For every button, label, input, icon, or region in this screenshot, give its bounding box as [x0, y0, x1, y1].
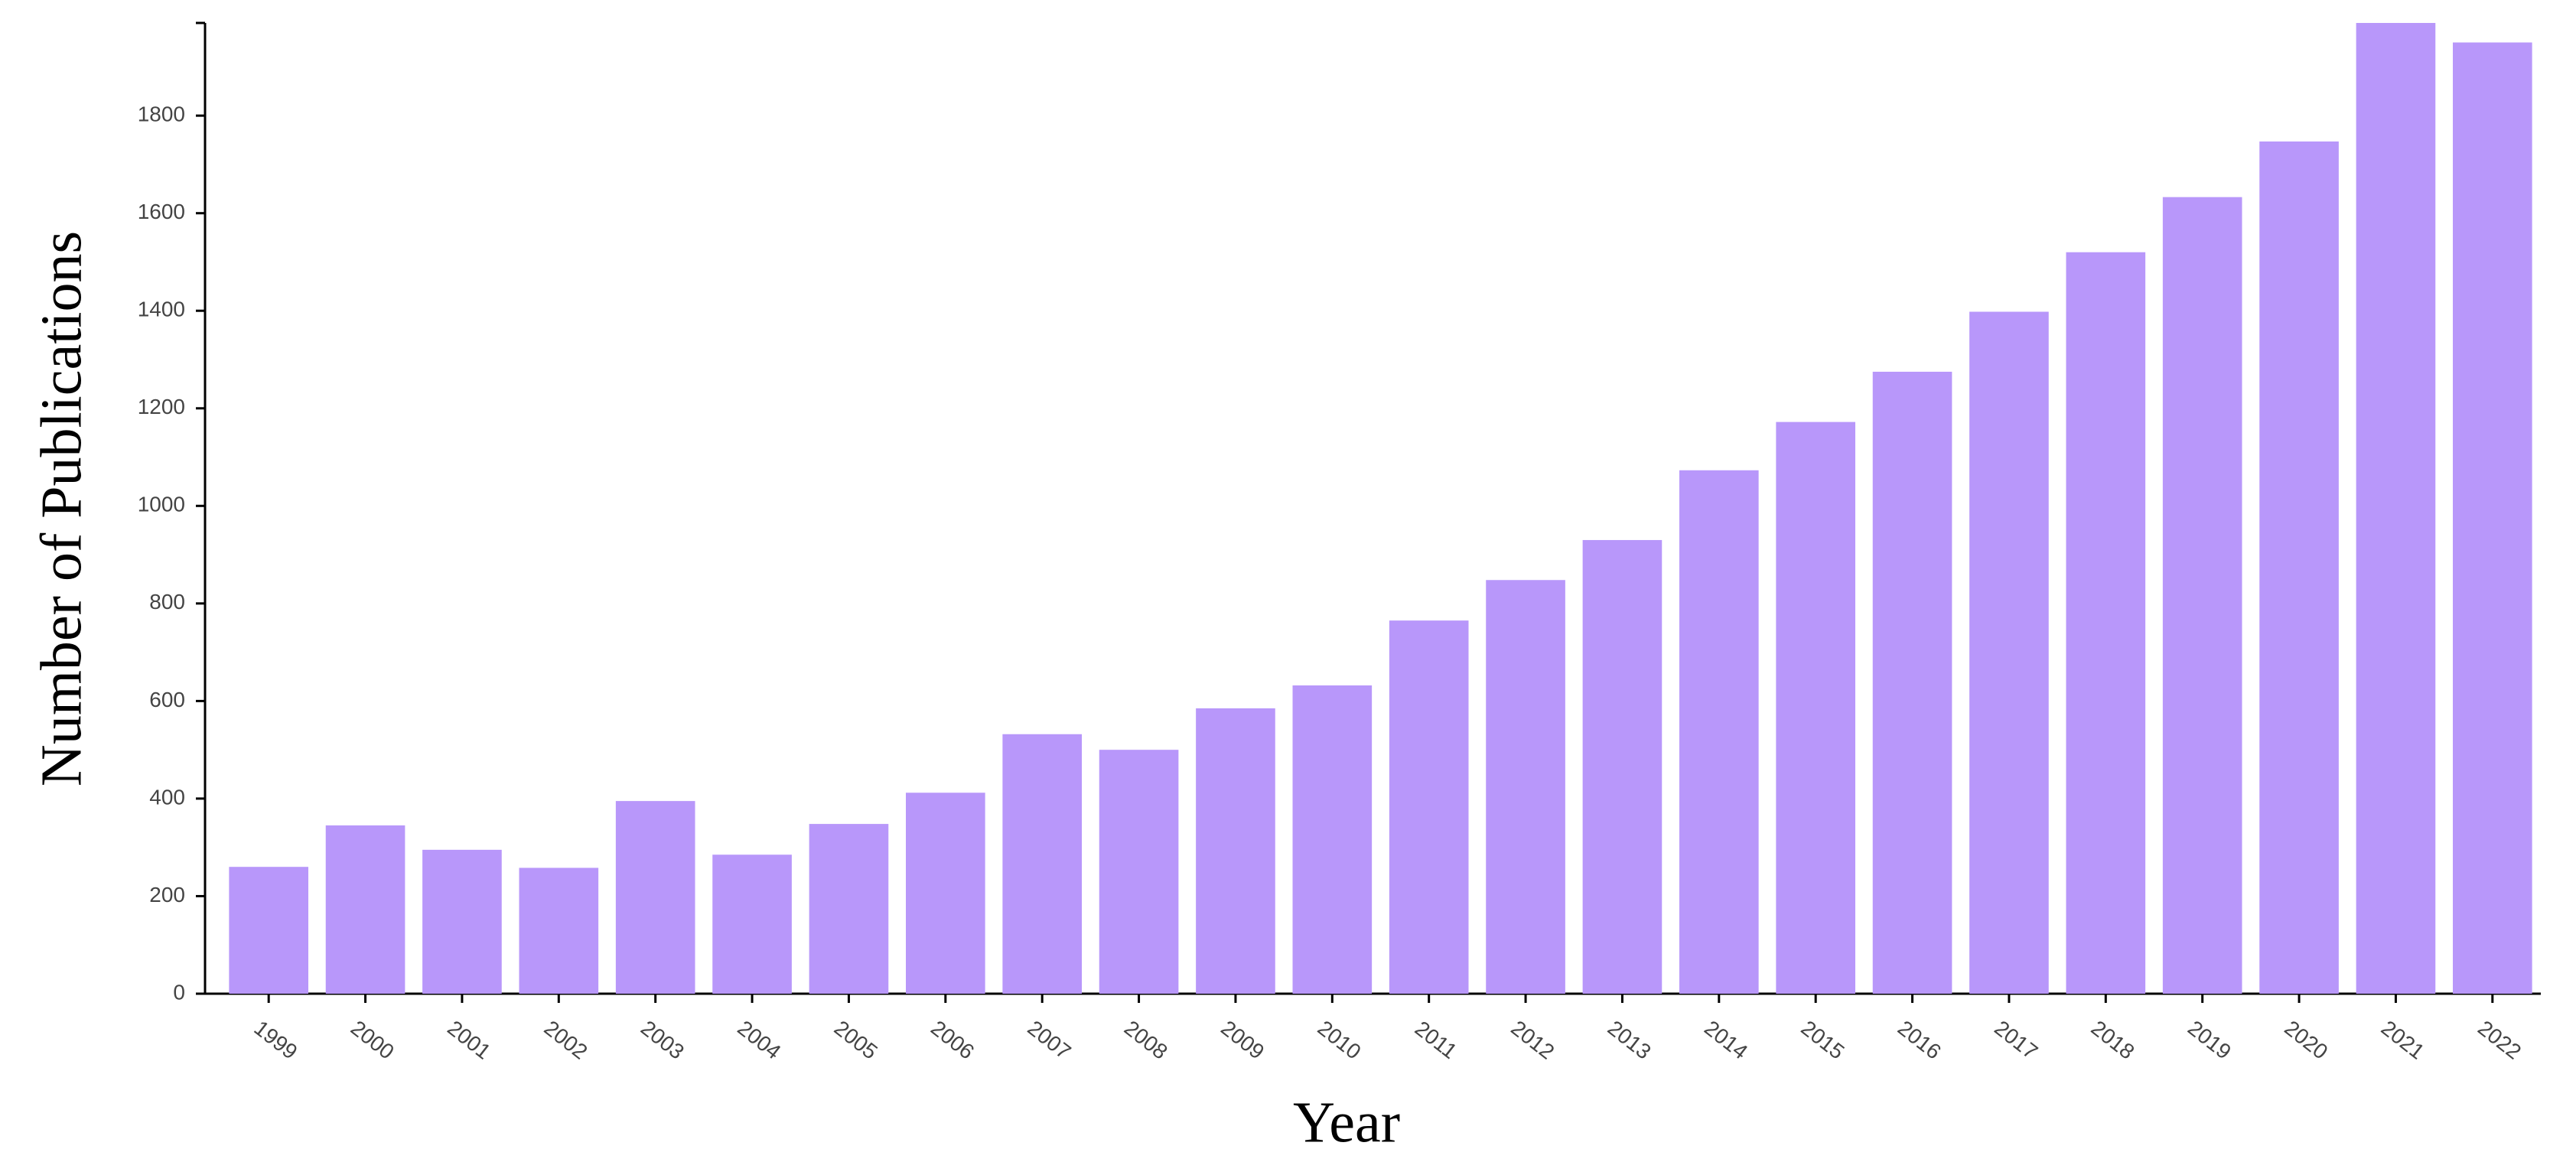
- bar: [2162, 197, 2242, 994]
- x-tick-label: 2006: [927, 1016, 979, 1064]
- x-axis-title: Year: [1293, 1090, 1400, 1154]
- x-tick-label: 2017: [1990, 1016, 2042, 1064]
- x-tick-label: 2002: [540, 1016, 592, 1064]
- x-tick-label: 2005: [830, 1016, 882, 1064]
- y-tick-label: 0: [173, 980, 185, 1004]
- x-tick-label: 2018: [2087, 1016, 2139, 1064]
- y-tick-label: 1600: [138, 200, 185, 223]
- x-tick-label: 2019: [2184, 1016, 2236, 1064]
- x-tick-label: 2010: [1314, 1016, 1366, 1064]
- bar: [1486, 580, 1565, 994]
- x-tick-label: 2008: [1120, 1016, 1172, 1064]
- bar: [1969, 311, 2049, 994]
- bar: [1002, 734, 1083, 994]
- bar: [422, 849, 502, 994]
- x-tick-label: 2001: [443, 1016, 495, 1064]
- bar: [1582, 539, 1663, 994]
- bar: [905, 793, 985, 994]
- y-axis-title: Number of Publications: [29, 231, 93, 786]
- x-tick-label: 2015: [1796, 1016, 1848, 1064]
- y-tick-label: 400: [149, 785, 185, 809]
- y-tick-label: 1800: [138, 103, 185, 126]
- y-tick-label: 1400: [138, 298, 185, 321]
- bar: [712, 854, 792, 994]
- bar: [1872, 371, 1952, 994]
- bar: [2066, 252, 2146, 994]
- bar: [2259, 141, 2339, 994]
- bar: [1679, 470, 1759, 994]
- bar: [1389, 620, 1469, 994]
- bar: [615, 801, 695, 994]
- x-tick-label: 2014: [1700, 1016, 1752, 1064]
- x-tick-label: 2003: [637, 1016, 689, 1064]
- y-tick-label: 1200: [138, 395, 185, 418]
- x-tick-label: 2000: [347, 1016, 399, 1064]
- bar: [1196, 708, 1275, 994]
- x-tick-label: 2022: [2473, 1016, 2526, 1064]
- bar: [1099, 750, 1179, 994]
- bar: [1776, 422, 1856, 994]
- bar: [325, 825, 405, 994]
- x-tick-label: 2020: [2280, 1016, 2332, 1064]
- x-tick-label: 2021: [2377, 1016, 2429, 1064]
- x-tick-label: 2007: [1023, 1016, 1075, 1064]
- bar: [809, 824, 889, 994]
- y-tick-label: 800: [149, 590, 185, 614]
- y-tick-label: 1000: [138, 493, 185, 516]
- x-tick-label: 2016: [1894, 1016, 1946, 1064]
- x-tick-label: 2013: [1604, 1016, 1656, 1064]
- bar: [2356, 23, 2436, 994]
- x-tick-label: 2004: [733, 1016, 785, 1064]
- bar: [1292, 685, 1373, 994]
- x-tick-label: 1999: [249, 1016, 301, 1064]
- bar: [2452, 42, 2532, 994]
- y-tick-label: 600: [149, 688, 185, 711]
- x-tick-label: 2012: [1506, 1016, 1558, 1064]
- bar: [229, 867, 309, 994]
- x-tick-label: 2009: [1216, 1016, 1268, 1064]
- x-tick-label: 2011: [1411, 1017, 1462, 1064]
- bar: [519, 867, 599, 994]
- y-tick-label: 200: [149, 883, 185, 906]
